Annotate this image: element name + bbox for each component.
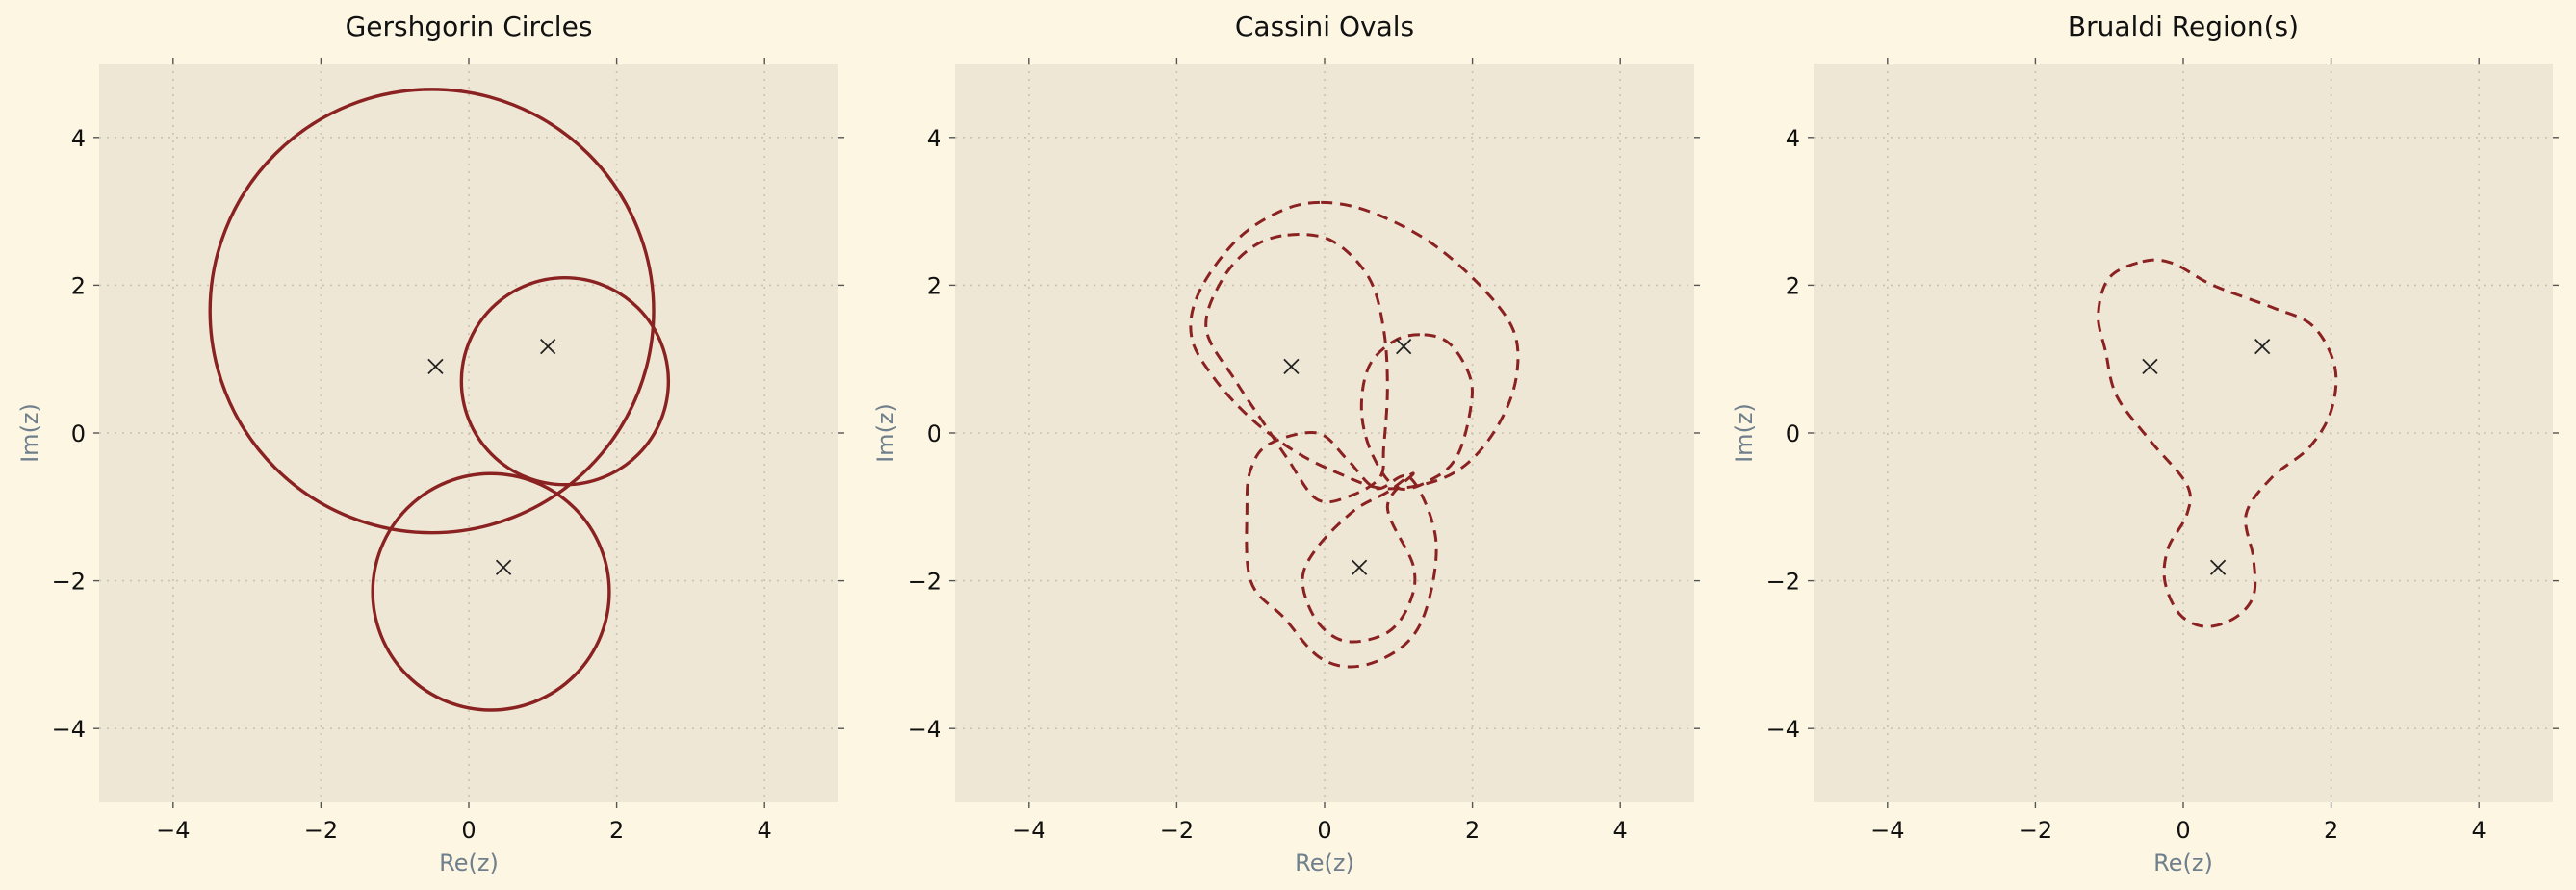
y-tick-label: −2 (1766, 569, 1800, 596)
y-tick-label: 0 (71, 420, 86, 447)
eigenvalue-marker (427, 358, 444, 375)
y-tick-label: 4 (71, 125, 86, 152)
y-tick-label: 0 (927, 420, 941, 447)
x-axis-label: Re(z) (439, 850, 499, 877)
eigenvalue-marker (1283, 358, 1300, 375)
x-tick-label: 4 (758, 817, 772, 844)
x-tick-label: 4 (1613, 817, 1628, 844)
y-tick-label: −4 (52, 716, 86, 743)
y-tick-label: 2 (1786, 272, 1800, 299)
y-axis-label: Im(z) (872, 403, 899, 463)
panel-title: Cassini Ovals (1235, 11, 1414, 42)
y-axis-label: Im(z) (16, 403, 43, 463)
x-tick-label: 0 (461, 817, 476, 844)
eigenvalue-markers (2142, 339, 2271, 575)
eigenvalue-marker (1396, 339, 1412, 355)
x-axis-label: Re(z) (2153, 850, 2213, 877)
eigenvalue-marker (495, 559, 512, 575)
eigenvalue-marker (540, 339, 556, 355)
eigenvalue-marker (2254, 339, 2271, 355)
grid (955, 64, 1694, 802)
x-tick-label: 0 (1317, 817, 1331, 844)
x-tick-label: −2 (2019, 817, 2052, 844)
curves (2097, 258, 2338, 628)
cassini-oval (1301, 471, 1417, 644)
brualdi-boundary (2097, 258, 2338, 628)
eigenvalue-marker (2142, 358, 2158, 375)
x-tick-label: −4 (156, 817, 190, 844)
grid (99, 64, 838, 802)
x-tick-label: −4 (1870, 817, 1904, 844)
y-tick-label: 2 (71, 272, 86, 299)
curves (208, 88, 671, 712)
x-tick-label: 2 (2324, 817, 2338, 844)
axis-ticks: −4 −4 −2 −2 0 0 2 2 4 4 (1766, 58, 2559, 844)
x-tick-label: 0 (2176, 817, 2190, 844)
eigenvalue-markers (1283, 339, 1412, 575)
cassini-oval (1245, 430, 1438, 669)
panel-title: Gershgorin Circles (346, 11, 593, 42)
y-tick-label: 0 (1786, 420, 1800, 447)
y-tick-label: −4 (908, 716, 941, 743)
eigenvalue-marker (1351, 559, 1368, 575)
y-tick-label: −2 (52, 569, 86, 596)
panel-title: Brualdi Region(s) (2068, 11, 2299, 42)
y-tick-label: −4 (1766, 716, 1800, 743)
y-tick-label: 2 (927, 272, 941, 299)
x-tick-label: 2 (609, 817, 624, 844)
curves (1189, 200, 1520, 669)
brualdi-region-panel: −4 −4 −2 −2 0 0 2 2 4 4 Brualdi Region(s) Re(z) I… (1731, 11, 2559, 877)
eigenvalue-marker (2209, 559, 2227, 575)
x-tick-label: 4 (2472, 817, 2486, 844)
cassini-ovals-panel: −4 −4 −2 −2 0 0 2 2 4 4 Cassini Ovals Re(z) Im(z) (872, 11, 1700, 877)
gershgorin-circle (459, 276, 671, 487)
x-tick-label: −2 (1160, 817, 1194, 844)
gershgorin-circle (371, 471, 611, 712)
eigenvalue-markers (427, 339, 556, 575)
y-tick-label: −2 (908, 569, 941, 596)
x-tick-label: 2 (1465, 817, 1480, 844)
cassini-oval (1204, 233, 1389, 504)
cassini-oval (1189, 200, 1520, 491)
x-tick-label: −2 (304, 817, 338, 844)
y-tick-label: 4 (927, 125, 941, 152)
x-axis-label: Re(z) (1295, 850, 1354, 877)
x-tick-label: −4 (1012, 817, 1045, 844)
grid (1814, 64, 2553, 802)
axis-ticks: −4 −4 −2 −2 0 0 2 2 4 4 (908, 58, 1700, 844)
gershgorin-circle (208, 88, 656, 535)
y-tick-label: 4 (1786, 125, 1800, 152)
axis-ticks: −4 −4 −2 −2 0 0 2 2 4 4 (52, 58, 844, 844)
y-axis-label: Im(z) (1731, 403, 1758, 463)
